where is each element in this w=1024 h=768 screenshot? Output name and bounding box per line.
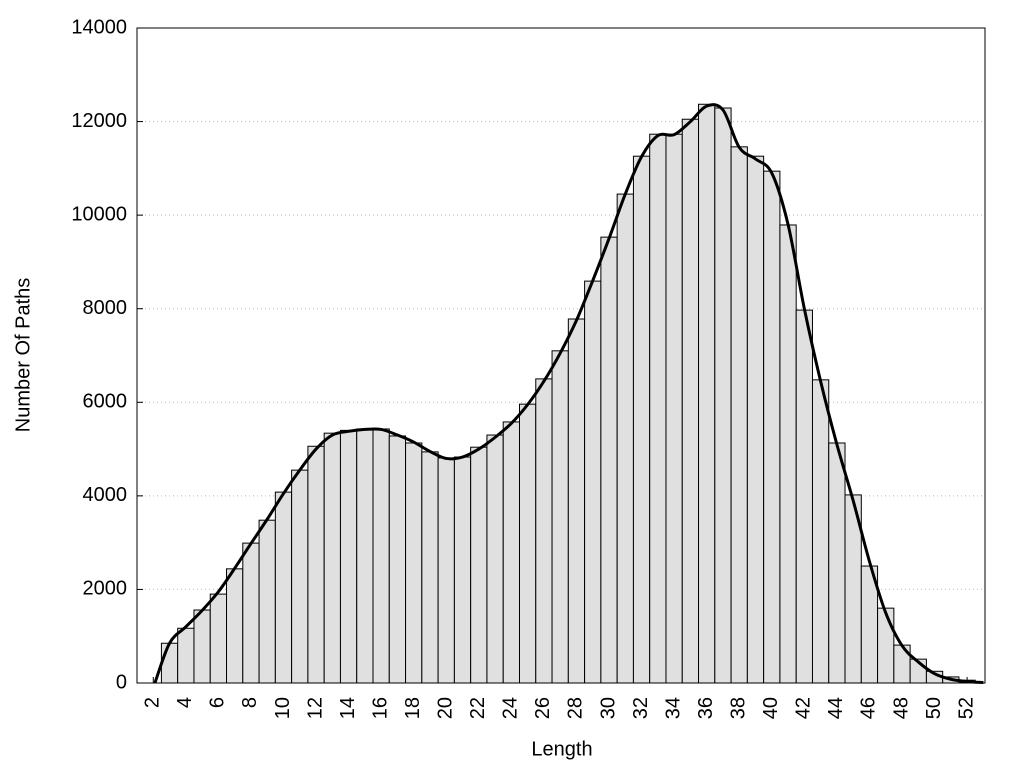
bar — [209, 593, 228, 684]
y-tick-label: 10000 — [71, 203, 127, 225]
bar — [323, 432, 341, 684]
x-tick-label: 10 — [272, 697, 294, 719]
bar — [177, 627, 195, 684]
bar — [665, 133, 683, 684]
x-tick-label: 28 — [565, 697, 587, 719]
y-tick-label: 14000 — [71, 16, 127, 38]
bar — [226, 568, 244, 684]
bar — [714, 107, 732, 684]
bar — [193, 609, 211, 684]
bar — [502, 421, 520, 684]
y-tick-label: 8000 — [83, 297, 128, 319]
bar — [274, 491, 293, 684]
bar — [242, 542, 260, 684]
x-tick-label: 42 — [793, 697, 815, 719]
bar — [388, 435, 407, 684]
x-tick-label: 40 — [760, 697, 782, 719]
bar — [828, 442, 846, 684]
x-axis-label: Length — [531, 738, 592, 760]
bar — [584, 280, 602, 684]
x-tick-label: 16 — [369, 697, 391, 719]
x-tick-label: 18 — [402, 697, 424, 719]
x-tick-label: 2 — [142, 697, 164, 708]
y-tick-label: 0 — [116, 671, 127, 693]
x-tick-label: 34 — [662, 697, 684, 719]
bar — [307, 445, 325, 684]
bar — [160, 642, 179, 684]
x-tick-label: 52 — [955, 697, 977, 719]
bar — [795, 309, 813, 684]
bar — [437, 457, 455, 684]
y-tick-label: 2000 — [83, 578, 128, 600]
x-tick-label: 8 — [239, 697, 261, 708]
x-tick-label: 50 — [923, 697, 945, 719]
bar — [567, 318, 586, 684]
x-tick-label: 32 — [630, 697, 652, 719]
x-tick-label: 36 — [695, 697, 717, 719]
bar — [486, 434, 504, 684]
bar — [681, 118, 700, 684]
x-tick-label: 22 — [467, 697, 489, 719]
bar — [421, 451, 439, 684]
x-tick-label: 46 — [858, 697, 880, 719]
bar — [470, 446, 488, 684]
bar — [518, 403, 537, 684]
bar — [405, 442, 423, 684]
bar — [811, 379, 830, 684]
y-tick-label: 4000 — [83, 484, 128, 506]
bar — [730, 146, 748, 684]
y-axis-label: Number Of Paths — [12, 278, 34, 433]
bar — [356, 428, 374, 684]
bar — [258, 519, 276, 684]
bar — [746, 155, 765, 684]
bar — [698, 103, 716, 684]
y-tick-label: 12000 — [71, 110, 127, 132]
density-curve — [153, 103, 984, 685]
bar — [616, 193, 634, 684]
x-tick-label: 48 — [890, 697, 912, 719]
bar — [453, 456, 472, 684]
bar — [535, 378, 553, 684]
bar — [372, 428, 390, 684]
x-tick-label: 20 — [435, 697, 457, 719]
x-tick-label: 6 — [207, 697, 229, 708]
x-tick-label: 38 — [728, 697, 750, 719]
bar — [551, 350, 569, 684]
y-tick-label: 6000 — [83, 391, 128, 413]
bar — [632, 155, 651, 684]
bar — [291, 469, 309, 684]
x-tick-label: 12 — [304, 697, 326, 719]
bar — [600, 236, 618, 684]
bar — [877, 607, 895, 684]
x-tick-label: 26 — [532, 697, 554, 719]
bar — [339, 429, 358, 684]
bar — [649, 133, 667, 684]
plot-frame — [136, 27, 986, 684]
bar — [779, 224, 797, 684]
x-tick-label: 4 — [174, 697, 196, 708]
x-tick-label: 24 — [500, 697, 522, 719]
x-tick-label: 44 — [825, 697, 847, 719]
x-tick-label: 30 — [597, 697, 619, 719]
bar — [763, 170, 781, 684]
x-tick-label: 14 — [337, 697, 359, 719]
